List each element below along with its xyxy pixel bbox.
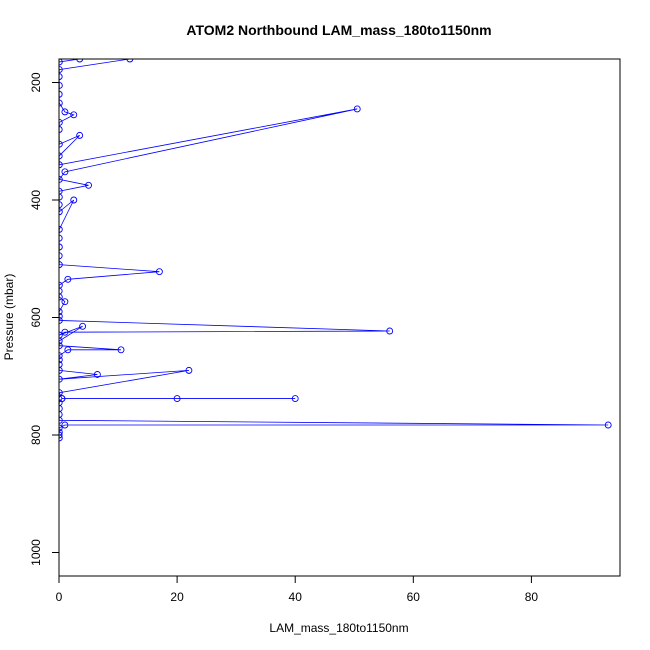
y-axis: 200 400 600 800 1000 [29,72,60,566]
data-point [61,298,69,306]
data-point [93,371,101,378]
data-point [126,59,134,63]
data-point [61,421,69,429]
data-point [185,366,193,374]
y-tick-label: 800 [29,425,43,445]
x-axis: 0 20 40 60 80 [56,575,539,604]
chart-title: ATOM2 Northbound LAM_mass_180to1150nm [186,22,491,38]
data-point [291,395,299,403]
y-axis-label: Pressure (mbar) [2,274,16,361]
data-point [70,196,78,204]
data-point [173,395,181,403]
data-point [155,268,163,276]
data-point [64,346,72,354]
data-point [61,108,69,116]
data-point [61,168,69,176]
data-point [59,395,66,403]
data-point [117,346,125,354]
y-tick-label: 400 [29,190,43,210]
y-tick-label: 200 [29,72,43,92]
x-tick-label: 0 [56,590,63,604]
data-point [79,322,87,330]
data-point [386,327,394,335]
data-point [85,181,92,189]
data-point [76,131,84,139]
data-point [604,421,612,429]
data-point [61,328,69,336]
data-point [64,275,72,283]
x-axis-label: LAM_mass_180to1150nm [269,621,408,635]
x-tick-label: 60 [407,590,421,604]
x-tick-label: 20 [170,590,184,604]
y-tick-label: 600 [29,307,43,327]
x-tick-label: 80 [525,590,539,604]
x-tick-label: 40 [289,590,303,604]
y-tick-label: 1000 [29,539,43,566]
data-point [353,105,361,113]
data-point [76,59,84,63]
data-point [70,111,78,119]
